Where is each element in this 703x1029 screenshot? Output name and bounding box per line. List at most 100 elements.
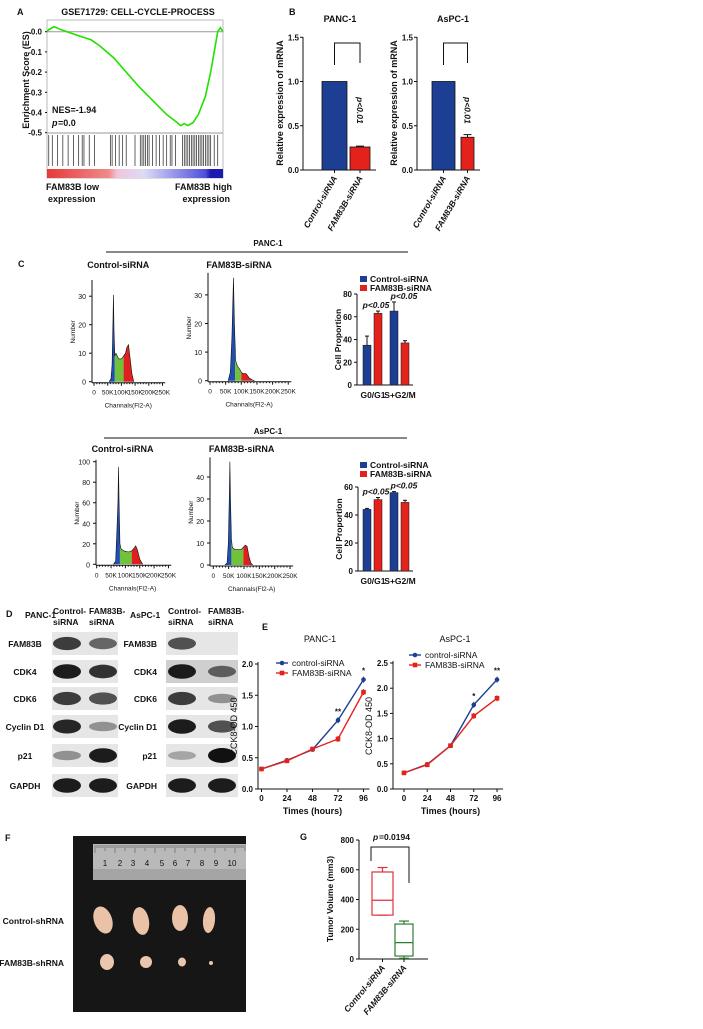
- protein-band: [208, 720, 236, 733]
- x-tick-label: 250K: [282, 573, 298, 580]
- legend-marker: [412, 652, 418, 658]
- y-tick-label: 80: [82, 480, 90, 487]
- protein-band: [53, 664, 81, 679]
- y-tick-label: 30: [194, 293, 202, 300]
- y-axis-label: Enrichment Score (ES): [21, 31, 31, 129]
- histogram-title: FAM83B-siRNA: [209, 444, 275, 454]
- y-tick-label: 80: [343, 290, 352, 299]
- x-tick-label: 24: [283, 794, 292, 803]
- histogram-title: FAM83B-siRNA: [206, 260, 272, 270]
- p-value-annotation: p<0.01: [355, 96, 365, 124]
- lane-label-line: siRNA: [208, 617, 234, 627]
- y-tick-label: 20: [82, 542, 90, 549]
- y-axis-label: Tumor Volume (mm3): [325, 856, 335, 942]
- x-tick-label: 96: [493, 794, 502, 803]
- p-value-annotation: p<0.05: [362, 300, 390, 310]
- high-expression-label: expression: [182, 194, 230, 204]
- y-axis-label: Number: [188, 500, 195, 524]
- g1-phase-area: [224, 461, 232, 565]
- y-tick-label: 200: [341, 925, 355, 934]
- y-tick-label: 30: [196, 497, 204, 504]
- y-tick-label: -0.4: [28, 109, 42, 118]
- legend-label: control-siRNA: [292, 658, 345, 668]
- bar-g0/g1: [362, 344, 372, 386]
- data-point: [471, 702, 477, 708]
- significance-bracket: [443, 42, 468, 65]
- p-value-annotation: p<0.05: [362, 487, 390, 497]
- data-point: [310, 746, 315, 752]
- legend-label: Control-siRNA: [370, 460, 429, 470]
- x-tick-label: G0/G1: [360, 390, 385, 400]
- ranking-colorbar: [47, 169, 223, 178]
- x-tick-label: 50K: [102, 390, 114, 397]
- legend-label: Control-siRNA: [370, 274, 429, 284]
- protein-band: [89, 778, 117, 793]
- protein-label: Cyclin D1: [6, 722, 45, 732]
- p-value-annotation: p<0.01: [463, 96, 473, 124]
- low-expression-label: expression: [48, 194, 96, 204]
- bar-g0/g1: [373, 313, 383, 386]
- y-axis-label: Number: [186, 315, 193, 339]
- protein-band: [208, 693, 236, 704]
- significance-marker: **: [335, 707, 342, 716]
- y-tick-label: 20: [78, 323, 86, 330]
- panel-label-d: D: [6, 609, 13, 619]
- panel-label-c: C: [18, 259, 25, 269]
- x-tick-label: 48: [446, 794, 455, 803]
- protein-label: p21: [18, 751, 33, 761]
- protein-band: [168, 691, 196, 706]
- x-tick-label: 100K: [234, 389, 250, 396]
- y-tick-label: -0.1: [28, 48, 42, 57]
- y-tick-label: 40: [196, 475, 204, 482]
- protein-label: FAM83B: [123, 639, 157, 649]
- x-tick-label: 0: [211, 573, 215, 580]
- significance-marker: **: [494, 667, 501, 676]
- y-tick-label: 0: [82, 380, 86, 387]
- protein-label: Cyclin D1: [118, 722, 157, 732]
- y-tick-label: 0.0: [288, 166, 300, 175]
- histogram-outline: [227, 277, 255, 381]
- protein-band: [53, 691, 81, 706]
- y-tick-label: -0.2: [28, 68, 42, 77]
- x-axis-label: Channals(Fl2-A): [228, 586, 275, 593]
- panel-label-f: F: [5, 833, 11, 843]
- bar-s+g2/m: [389, 492, 399, 572]
- protein-label: CDK4: [134, 667, 157, 677]
- legend-marker: [412, 662, 418, 668]
- significance-bracket: [334, 42, 361, 65]
- g2m-phase-area: [123, 344, 134, 382]
- y-axis-label: Cell Proportion: [334, 498, 344, 559]
- x-tick-label: 0: [208, 389, 212, 396]
- box-control-sirna: [371, 871, 394, 916]
- series-line: [403, 679, 498, 774]
- protein-band: [89, 692, 117, 705]
- y-tick-label: 20: [344, 539, 353, 548]
- lane-label: Control-siRNA: [168, 606, 201, 627]
- y-tick-label: 60: [82, 501, 90, 508]
- legend-swatch: [360, 276, 367, 282]
- y-tick-label: 10: [196, 541, 204, 548]
- tumor-control: [93, 906, 113, 934]
- chart-title: AsPC-1: [439, 634, 470, 644]
- y-tick-label: 600: [341, 866, 355, 875]
- y-tick-label: 60: [343, 313, 352, 322]
- ruler-number: 2: [118, 859, 123, 868]
- lane-label-line: siRNA: [168, 617, 194, 627]
- protein-band: [53, 719, 81, 734]
- protein-label: CDK6: [134, 694, 157, 704]
- legend-label: FAM83B-siRNA: [370, 469, 432, 479]
- row-label-control: Control-shRNA: [3, 916, 64, 926]
- protein-band: [53, 750, 81, 761]
- x-tick-label: 0: [95, 572, 99, 579]
- x-axis-label: Times (hours): [421, 806, 480, 816]
- tumor-control: [132, 907, 150, 935]
- nes-value: NES=-1.94: [52, 105, 96, 115]
- x-tick-label: 24: [423, 794, 432, 803]
- p-value-annotation: p<0.05: [390, 481, 418, 491]
- protein-band: [89, 748, 117, 763]
- y-tick-label: 20: [343, 358, 352, 367]
- lane-label: FAM83B-siRNA: [89, 606, 126, 627]
- chart-title: PANC-1: [324, 14, 357, 24]
